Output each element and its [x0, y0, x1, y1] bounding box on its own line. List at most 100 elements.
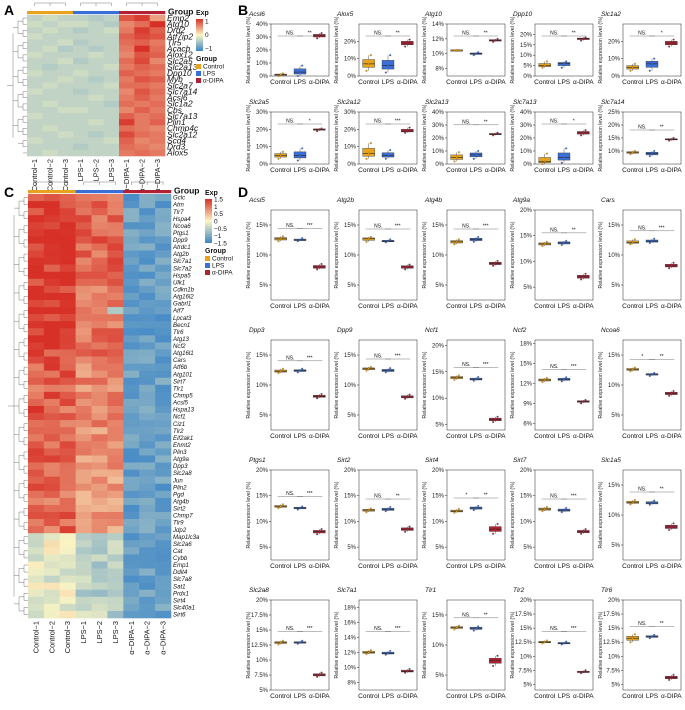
heatmap-cell	[59, 512, 76, 520]
heatmap-cell	[43, 264, 61, 273]
heatmap-cell	[43, 533, 61, 541]
data-point	[543, 379, 546, 382]
heatmap-cell	[139, 300, 156, 308]
x-tick-label: α-DIPA	[661, 303, 682, 310]
y-tick-label: 30%	[256, 35, 269, 41]
data-point	[565, 640, 568, 643]
heatmap-cell	[123, 603, 140, 612]
heatmap-cell	[139, 314, 156, 322]
heatmap-cell	[91, 427, 108, 435]
heatmap-cell	[75, 568, 92, 576]
heatmap-cell	[123, 469, 140, 477]
y-tick-label: 40%	[520, 110, 533, 116]
heatmap-cell	[27, 106, 43, 114]
significance-label: NS.	[374, 354, 382, 360]
y-tick-label: 20%	[344, 39, 357, 45]
significance-label: ***	[571, 364, 577, 370]
heatmap-cell	[123, 610, 140, 619]
heatmap-cell	[59, 434, 76, 442]
heatmap-cell	[59, 292, 76, 301]
heatmap-cell	[155, 575, 172, 583]
x-tick-label: Control	[446, 303, 468, 310]
data-point	[406, 670, 409, 673]
data-point	[389, 54, 392, 57]
data-point	[296, 371, 299, 374]
heatmap-cell	[28, 469, 45, 477]
heatmap-cell	[28, 427, 45, 435]
significance-label: NS.	[286, 355, 294, 361]
heatmap-cell	[91, 384, 108, 393]
heatmap-cell	[59, 328, 76, 336]
heatmap-cell	[139, 448, 156, 456]
data-point	[631, 151, 634, 154]
heatmap-cell	[57, 88, 74, 95]
heatmap-cell	[57, 27, 74, 34]
heatmap-cell	[43, 455, 61, 463]
heatmap-gene-label: Ddit4	[173, 569, 188, 576]
heatmap-cell	[73, 106, 89, 114]
data-point	[492, 264, 495, 267]
y-tick-label: 10%	[256, 658, 269, 664]
heatmap-cell	[119, 64, 135, 71]
heatmap-cell	[139, 519, 156, 527]
heatmap-cell	[59, 250, 76, 258]
heatmap-cell	[42, 45, 58, 53]
heatmap-cell	[155, 356, 172, 364]
data-point	[668, 267, 671, 270]
data-point	[565, 239, 568, 242]
heatmap-cell	[43, 349, 61, 357]
data-point	[408, 38, 411, 41]
heatmap-cell	[75, 547, 92, 555]
significance-label: ***	[659, 225, 665, 231]
heatmap-gene-label: Ncoa6	[173, 223, 191, 230]
heatmap-cell	[123, 250, 140, 258]
heatmap-cell	[28, 582, 45, 591]
heatmap-cell	[149, 15, 166, 22]
heatmap-cell	[75, 504, 92, 513]
y-tick-label: 12.5%	[251, 643, 269, 649]
heatmap-cell	[75, 342, 92, 350]
x-tick-label: LPS	[646, 433, 659, 440]
heatmap-cell	[43, 377, 61, 386]
heatmap-gene-label: Sirt2	[173, 506, 186, 513]
data-point	[653, 499, 656, 502]
data-point	[631, 66, 634, 69]
heatmap-cell	[107, 469, 124, 477]
data-point	[496, 260, 499, 263]
heatmap-cell	[149, 131, 166, 138]
significance-label: NS.	[550, 364, 558, 370]
heatmap-gene-label: Tlr1	[173, 385, 184, 392]
heatmap-cell	[155, 413, 172, 421]
heatmap-cell	[59, 462, 76, 470]
heatmap-cell	[139, 349, 156, 357]
y-axis-label: Relative expression level (%)	[334, 16, 340, 83]
heatmap-cell	[139, 533, 156, 541]
heatmap-cell	[43, 215, 61, 223]
heatmap-cell	[43, 201, 61, 209]
heatmap-cell	[107, 335, 124, 343]
data-point	[670, 676, 673, 679]
heatmap-cell	[73, 45, 89, 53]
heatmap-cell	[59, 575, 76, 583]
heatmap-cell	[28, 257, 45, 265]
data-point	[580, 39, 583, 42]
y-tick-label: 20%	[256, 48, 269, 54]
heatmap-cell	[57, 21, 74, 28]
boxplot-axes-frame	[622, 599, 682, 691]
heatmap-cell	[123, 314, 140, 322]
data-point	[672, 390, 675, 393]
heatmap-cell	[103, 100, 120, 108]
data-point	[494, 659, 497, 662]
heatmap-cell	[59, 222, 76, 230]
heatmap-cell	[59, 342, 76, 350]
heatmap-cell	[119, 82, 135, 89]
y-tick-label: 0%	[347, 74, 356, 80]
x-tick-label: Control	[446, 693, 468, 700]
heatmap-cell	[91, 398, 108, 407]
x-tick-label: LPS	[646, 167, 659, 174]
x-tick-label: α-DIPA	[485, 563, 506, 570]
data-point	[631, 501, 634, 504]
heatmap-cell	[57, 82, 74, 89]
heatmap-cell	[139, 406, 156, 414]
data-point	[472, 629, 475, 632]
